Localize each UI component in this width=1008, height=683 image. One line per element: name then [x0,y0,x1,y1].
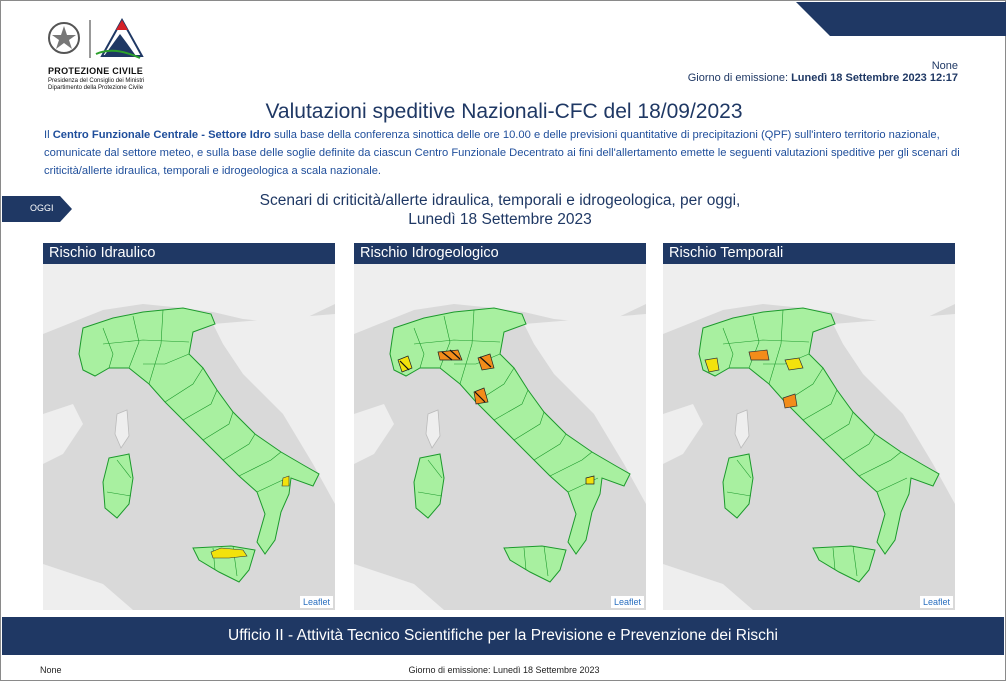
italy-map[interactable] [354,264,646,610]
map-title: Rischio Temporali [663,243,955,264]
intro-paragraph: Il Centro Funzionale Centrale - Settore … [44,126,964,180]
map-title: Rischio Idrogeologico [354,243,646,264]
map-panel-idraulico[interactable]: Rischio Idraulico Leaflet [43,243,335,610]
emission-line: Giorno di emissione: Lunedì 18 Settembre… [688,72,958,84]
protezione-civile-logo: PROTEZIONE CIVILE Presidenza del Consigl… [44,16,154,94]
footer-center: Giorno di emissione: Lunedì 18 Settembre… [408,665,600,675]
map-panel-idrogeologico[interactable]: Rischio Idrogeologico Leaflet [354,243,646,610]
tab-oggi-label[interactable]: OGGI [30,203,54,213]
emission-value: Lunedì 18 Settembre 2023 12:17 [791,72,958,84]
map-title: Rischio Idraulico [43,243,335,264]
leaflet-attribution[interactable]: Leaflet [299,596,333,608]
scenario-line1: Scenari di criticità/allerte idraulica, … [259,192,741,209]
italy-map[interactable] [43,264,335,610]
leaflet-attribution[interactable]: Leaflet [919,596,953,608]
emission-info: None Giorno di emissione: Lunedì 18 Sett… [688,60,958,84]
footer-left: None [40,665,62,675]
logo-subtitle-2: Dipartimento della Protezione Civile [48,85,144,91]
scenario-title: Scenari di criticità/allerte idraulica, … [0,191,1000,229]
tab-oggi[interactable] [2,196,72,222]
intro-bold: Centro Funzionale Centrale - Settore Idr… [52,129,271,141]
zone-label: None [931,60,958,72]
map-panel-temporali[interactable]: Rischio Temporali Leaflet [663,243,955,610]
intro-prefix: Il [44,129,53,141]
emblem-icon [48,22,80,54]
office-footer-band: Ufficio II - Attività Tecnico Scientific… [2,617,1004,655]
page-title: Valutazioni speditive Nazionali-CFC del … [265,100,743,123]
emission-label: Giorno di emissione: [687,72,789,84]
logo-subtitle-1: Presidenza del Consiglio dei Ministri [48,78,145,84]
header-corner-band [796,2,1006,36]
intro-text: sulla base della conferenza sinottica de… [44,129,960,177]
leaflet-attribution[interactable]: Leaflet [610,596,644,608]
italy-map[interactable] [663,264,955,610]
scenario-line2: Lunedì 18 Settembre 2023 [408,211,592,228]
logo-title: PROTEZIONE CIVILE [48,66,144,76]
triangle-brand-icon [95,17,144,59]
